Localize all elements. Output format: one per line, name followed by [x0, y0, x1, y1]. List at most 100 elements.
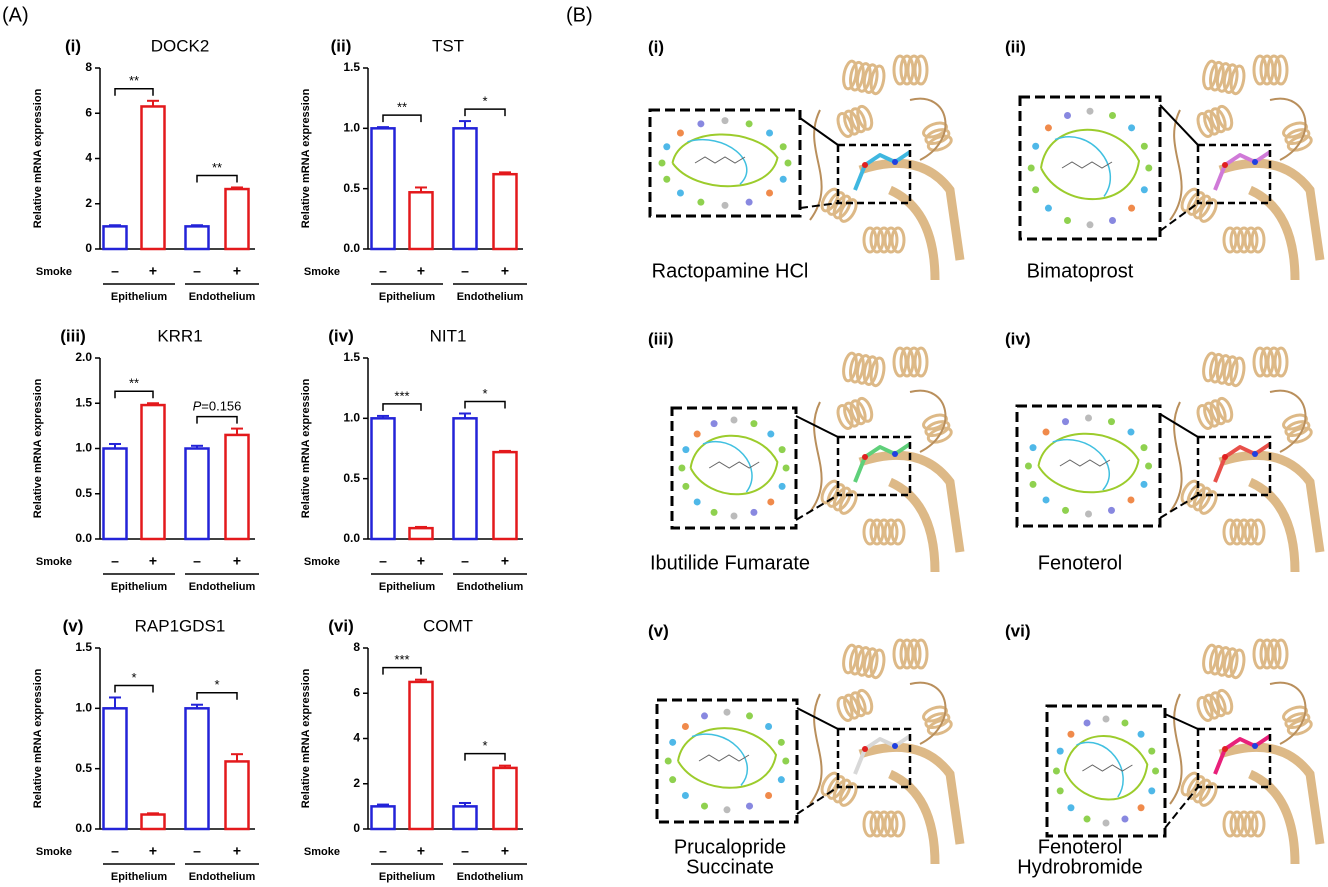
pocket-outline: [671, 133, 779, 188]
bar: [224, 187, 250, 251]
docking-label: (i): [648, 37, 664, 56]
y-tick-label: 1.0: [343, 121, 360, 135]
helix-turn: [1216, 688, 1234, 715]
bar: [184, 225, 210, 251]
helix-turn: [1236, 810, 1252, 838]
ligand-atom: [892, 743, 898, 749]
helix-turn: [926, 134, 953, 152]
helix: [1222, 518, 1266, 546]
helix-turn: [838, 198, 858, 223]
significance-bracket: [464, 400, 506, 409]
residue: [1063, 216, 1071, 224]
y-tick-label: 1.5: [343, 350, 360, 364]
ligand: [853, 734, 912, 775]
residue: [1042, 496, 1050, 504]
residue: [676, 189, 684, 197]
connector: [795, 494, 839, 521]
pocket-outline: [1037, 432, 1140, 494]
helix: [1252, 54, 1289, 86]
residue: [1067, 804, 1075, 812]
helix-turn: [820, 187, 840, 213]
y-tick-label: 4: [85, 151, 92, 165]
group-label: Endothelium: [189, 291, 256, 303]
connector: [1159, 413, 1199, 438]
residue: [681, 722, 689, 730]
connector: [1159, 494, 1199, 519]
helix-turn: [1286, 426, 1313, 444]
residue: [782, 464, 790, 472]
residue: [1107, 506, 1115, 514]
residue: [766, 129, 774, 137]
residue: [777, 776, 785, 784]
bar: [140, 403, 166, 541]
bar: [370, 127, 396, 251]
helix-turn: [869, 810, 885, 838]
residue: [778, 446, 786, 454]
site-box: [836, 727, 912, 789]
residue: [700, 802, 708, 810]
compound-name: Fenoterol: [1038, 836, 1123, 858]
helix-turn: [1222, 647, 1239, 678]
helix-turn: [826, 483, 846, 508]
residue: [750, 420, 758, 428]
bar: [408, 526, 434, 541]
helix-turn: [883, 226, 899, 254]
significance-label: *: [131, 670, 136, 685]
helix-turn: [1250, 518, 1266, 546]
docking-label: (ii): [1005, 37, 1026, 56]
helix-turn: [1243, 518, 1259, 546]
helix-turn: [1229, 648, 1246, 680]
helix-turn: [1243, 226, 1259, 254]
x-tick-label: –: [111, 263, 119, 279]
connector: [795, 415, 839, 438]
helix-turn: [1259, 638, 1275, 670]
y-tick-label: 4: [353, 731, 360, 745]
loop: [809, 681, 947, 805]
residue: [730, 416, 738, 424]
strand: [858, 450, 965, 553]
y-tick-label: 6: [353, 685, 360, 699]
helix-turn: [899, 638, 915, 670]
helix-turn: [926, 426, 953, 444]
group-label: Epithelium: [111, 291, 167, 303]
x-tick-label: –: [111, 843, 119, 859]
chart-label: (ii): [331, 36, 352, 55]
residue: [1042, 428, 1050, 436]
residue: [766, 189, 774, 197]
pocket-outline: [1063, 735, 1149, 801]
residue: [1056, 747, 1064, 755]
y-tick-label: 0.0: [75, 821, 92, 835]
y-tick-label: 0: [85, 241, 92, 255]
helix-turn: [826, 775, 846, 800]
helix-turn: [1243, 810, 1259, 838]
residue: [721, 201, 729, 209]
bar: [408, 191, 434, 251]
residue: [721, 117, 729, 125]
helix-turn: [855, 646, 872, 677]
connector: [796, 707, 839, 730]
helix: [842, 351, 886, 388]
residue: [710, 420, 718, 428]
x-tick-label: +: [417, 843, 425, 859]
bar: [102, 225, 128, 251]
residue: [710, 508, 718, 516]
helix-turn: [1196, 404, 1214, 430]
x-tick-label: –: [461, 843, 469, 859]
y-tick-label: 0.5: [343, 181, 360, 195]
ligand-2d: [1082, 764, 1133, 772]
helix-turn: [883, 518, 899, 546]
group-label: Endothelium: [189, 581, 256, 593]
residue: [767, 498, 775, 506]
residue: [765, 722, 773, 730]
helix-turn: [1209, 60, 1225, 92]
significance-bracket: [382, 403, 422, 411]
pocket-outline: [691, 733, 748, 786]
bar-chart: (vi) COMT Relative mRNA expression 0 2 4 6 8 Smo…: [300, 616, 527, 883]
x-tick-label: +: [233, 553, 241, 569]
residue: [1083, 815, 1091, 823]
helix-turn: [862, 810, 878, 838]
helix-turn: [856, 104, 874, 131]
helix-turn: [1222, 226, 1238, 254]
ligand-atom: [892, 451, 898, 457]
significance-label: **: [212, 160, 222, 175]
